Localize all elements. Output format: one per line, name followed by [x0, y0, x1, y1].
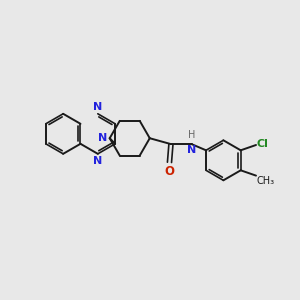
Text: Cl: Cl: [257, 140, 269, 149]
Text: N: N: [98, 133, 107, 142]
Text: O: O: [164, 165, 175, 178]
Text: CH₃: CH₃: [256, 176, 275, 186]
Text: N: N: [93, 102, 102, 112]
Text: N: N: [187, 145, 196, 155]
Text: H: H: [188, 130, 195, 140]
Text: N: N: [93, 156, 102, 166]
